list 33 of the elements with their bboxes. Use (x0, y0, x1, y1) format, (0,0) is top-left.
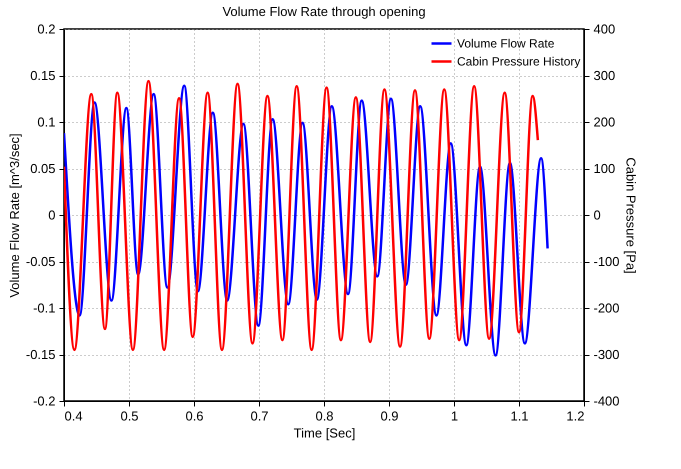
x-axis-title: Time [Sec] (294, 426, 356, 440)
x-tick-label: 1.1 (510, 408, 529, 424)
y2-tick-label: -300 (594, 347, 620, 362)
y2-tick-label: -400 (594, 394, 620, 408)
x-tick-label: 0.5 (120, 408, 139, 424)
y-tick-label: 0 (48, 208, 56, 222)
x-tick-label: 1.2 (566, 408, 584, 424)
y-tick-label: -0.1 (33, 300, 56, 316)
x-tick-label: 0.9 (380, 408, 399, 424)
y-axis-title: Volume Flow Rate [m^3/sec] (6, 133, 22, 298)
y2-tick-label: -200 (594, 300, 620, 316)
legend-label: Volume Flow Rate (457, 36, 555, 50)
y-tick-label: 0.05 (30, 161, 56, 176)
y-tick-label: 0.2 (37, 22, 56, 36)
y2-tick-label: 400 (594, 22, 616, 36)
chart-title: Volume Flow Rate through opening (222, 4, 426, 19)
x-tick-label: 1 (450, 408, 458, 424)
y2-tick-label: 0 (594, 208, 601, 222)
y-tick-label: 0.15 (30, 68, 56, 83)
y-tick-label: -0.05 (26, 254, 56, 269)
y2-tick-label: 200 (594, 114, 616, 130)
y-tick-label: 0.1 (37, 114, 56, 130)
y2-tick-label: -100 (594, 254, 620, 269)
y2-tick-label: 100 (594, 161, 616, 176)
y-tick-label: -0.2 (33, 394, 56, 408)
y2-axis-title: Cabin Pressure [Pa] (624, 157, 639, 274)
legend-label: Cabin Pressure History (457, 54, 580, 68)
x-tick-label: 0.8 (315, 408, 334, 424)
x-tick-label: 0.4 (64, 408, 83, 424)
x-tick-label: 0.6 (185, 408, 204, 424)
y-tick-label: -0.15 (26, 347, 56, 362)
y2-tick-label: 300 (594, 68, 616, 83)
x-tick-label: 0.7 (250, 408, 269, 424)
